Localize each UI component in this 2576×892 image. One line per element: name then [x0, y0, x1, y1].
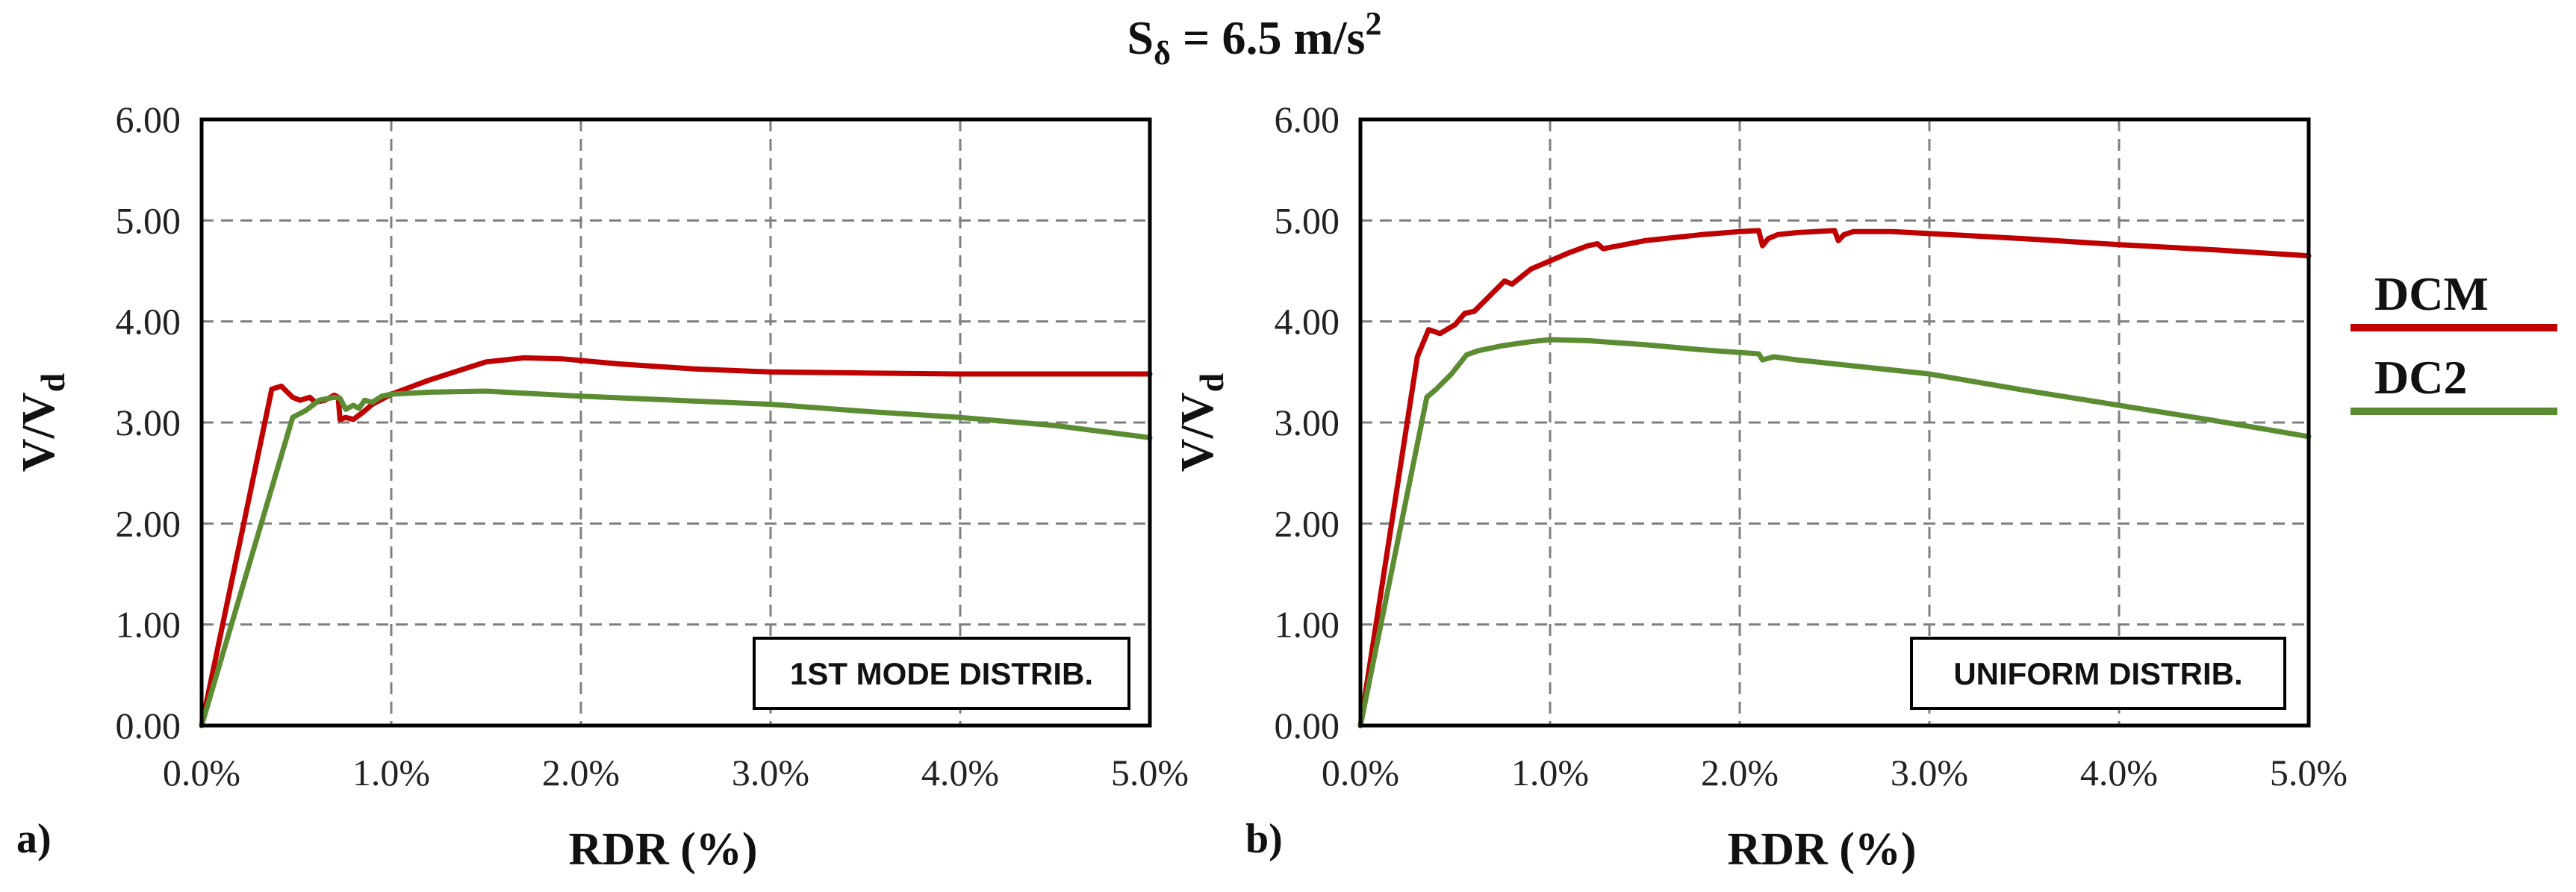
x-tick-label: 2.0% [1701, 752, 1779, 793]
y-tick-label: 4.00 [116, 301, 181, 343]
x-tick-label: 3.0% [1891, 752, 1968, 793]
panel-label: a) [16, 816, 52, 862]
plot-frame [199, 117, 1152, 728]
y-tick-label: 0.00 [116, 705, 181, 746]
x-tick-label: 0.0% [1322, 752, 1399, 793]
distribution-label: UNIFORM DISTRIB. [1953, 656, 2242, 691]
y-axis-label: V/Vd [13, 372, 72, 472]
y-tick-label: 6.00 [1275, 99, 1340, 140]
figure-title: Sδ = 6.5 m/s2 [1127, 5, 1382, 72]
legend-label-dcm: DCM [2374, 267, 2489, 320]
x-tick-label: 5.0% [2270, 752, 2348, 793]
y-tick-label: 0.00 [1275, 705, 1340, 746]
distribution-box [753, 637, 1130, 710]
legend-label-dc2: DC2 [2374, 351, 2467, 404]
y-tick-label: 5.00 [116, 199, 181, 241]
panel-label: b) [1245, 816, 1283, 862]
y-tick-label: 3.00 [1275, 402, 1340, 443]
x-tick-label: 1.0% [352, 752, 430, 793]
x-tick-label: 5.0% [1111, 752, 1189, 793]
legend: DCM DC2 [2351, 267, 2557, 415]
series-dcm [1357, 228, 2312, 729]
x-tick-label: 2.0% [542, 752, 620, 793]
y-tick-label: 6.00 [116, 99, 181, 140]
series-dcm [199, 355, 1153, 729]
series-dc2 [1357, 337, 2312, 729]
x-tick-label: 4.0% [2080, 752, 2158, 793]
plot-frame [1358, 117, 2311, 728]
y-tick-label: 3.00 [116, 402, 181, 443]
distribution-label: 1ST MODE DISTRIB. [790, 656, 1093, 691]
y-tick-label: 2.00 [116, 502, 181, 544]
y-axis-label: V/Vd [1172, 372, 1231, 472]
x-axis-label: RDR (%) [568, 824, 757, 875]
x-axis-label: RDR (%) [1727, 824, 1916, 875]
distribution-box [1910, 637, 2286, 710]
y-tick-label: 2.00 [1275, 502, 1340, 544]
series-dc2 [199, 388, 1153, 729]
y-tick-label: 5.00 [1275, 199, 1340, 241]
y-tick-label: 1.00 [116, 604, 181, 646]
x-tick-label: 3.0% [732, 752, 809, 793]
panel-b: 0.00 1.00 2.00 3.00 4.00 5.00 6.00 0.0% 1.0% 2.0… [1172, 99, 2348, 875]
y-tick-label: 4.00 [1275, 301, 1340, 343]
x-tick-label: 4.0% [921, 752, 999, 793]
panel-a: 0.00 1.00 2.00 3.00 4.00 5.00 6.00 0.0% 1.0% 2.0… [13, 99, 1189, 875]
x-tick-label: 0.0% [163, 752, 240, 793]
x-tick-label: 1.0% [1511, 752, 1589, 793]
y-tick-label: 1.00 [1275, 604, 1340, 646]
